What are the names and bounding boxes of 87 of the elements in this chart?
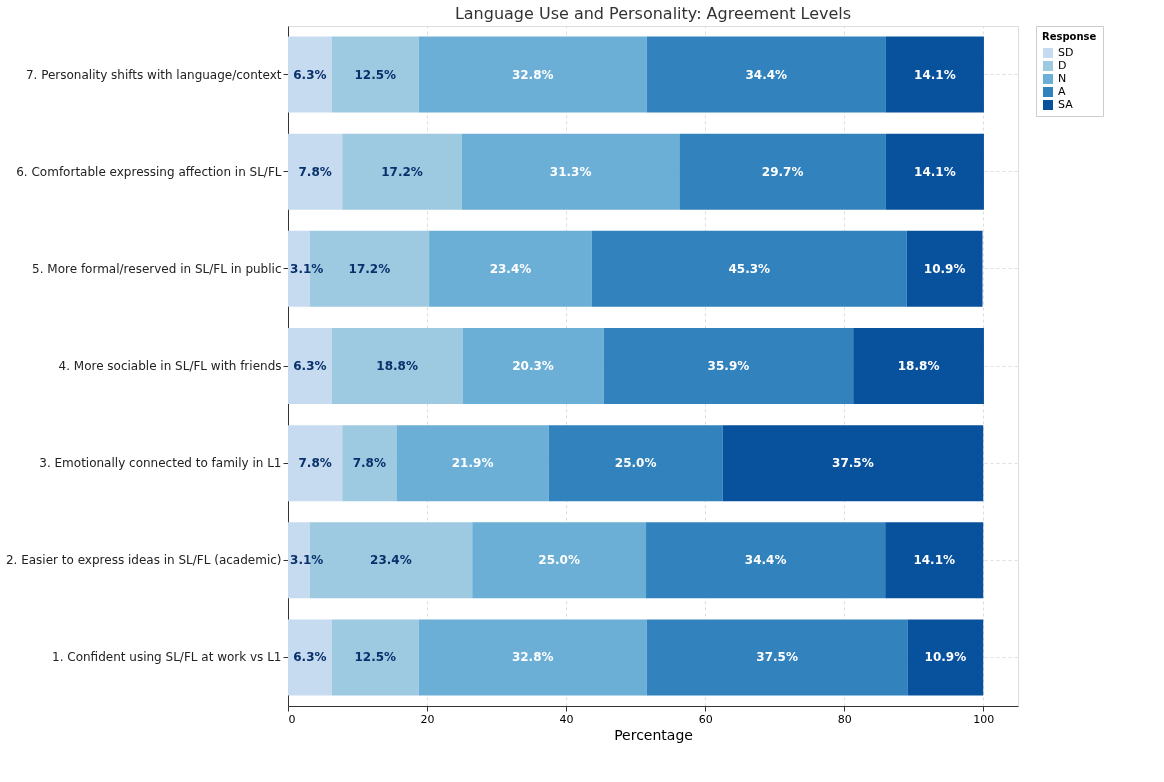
data-label: 37.5% [756,650,798,665]
x-tick-label: 100 [973,712,995,726]
data-label: 12.5% [354,650,397,665]
bar [885,36,984,113]
bar [646,522,886,599]
legend-label: N [1058,72,1067,85]
bar [646,619,908,696]
bar [722,425,984,502]
bar [418,36,647,113]
data-label: 20.3% [512,359,554,373]
y-tick-label: 2. Easier to express ideas in SL/FL (academic) [5,553,282,568]
bar [396,425,549,502]
data-label: 21.9% [451,456,494,471]
data-label: 3.1% [290,553,324,568]
bar [418,619,647,696]
data-label: 10.9% [923,261,966,276]
data-label: 10.9% [924,650,967,665]
bar [331,36,419,113]
y-tick-label: 3. Emotionally connected to family in L1 [39,456,282,471]
data-label: 25.0% [538,553,580,568]
y-tick-label: 6. Comfortable expressing affection in SL/FL [16,164,282,179]
bar [288,133,343,210]
y-tick-label: 5. More formal/reserved in SL/FL in public [32,261,282,276]
bar [885,133,984,210]
legend-label: A [1058,85,1066,98]
x-tick-label: 80 [837,712,852,726]
y-tick-label: 1. Confident using SL/FL at work vs L1 [52,650,282,665]
bar [462,328,604,404]
data-label: 31.3% [549,164,592,179]
bar [288,36,332,113]
data-label: 12.5% [354,67,397,82]
x-tick-label: 0 [288,712,296,726]
bar [288,425,343,502]
y-tick-label: 7. Personality shifts with language/context [25,67,282,82]
data-label: 14.1% [913,553,956,568]
data-label: 18.8% [376,359,418,373]
data-label: 6.3% [293,650,327,665]
bar [342,133,462,210]
data-label: 14.1% [914,164,956,179]
bar [331,619,419,696]
legend-label: D [1058,59,1067,72]
data-label: 32.8% [511,650,554,665]
data-label: 35.9% [707,359,750,373]
bar [907,619,984,696]
bar [342,425,397,502]
data-label: 7.8% [298,456,332,471]
data-label: 6.3% [293,359,327,373]
data-label: 7.8% [352,456,386,471]
y-tick-label: 4. More sociable in SL/FL with friends [58,359,282,373]
data-label: 3.1% [290,261,324,276]
data-label: 23.4% [370,553,412,568]
bar [461,133,680,210]
bar [548,425,723,502]
bar [472,522,647,599]
legend-label: SD [1058,46,1074,59]
bar [288,328,332,404]
chart-title: Language Use and Personality: Agreement Levels [454,3,852,23]
data-label: 7.8% [298,164,332,179]
bar [429,230,592,307]
data-label: 17.2% [381,164,423,179]
bar [679,133,886,210]
bar [646,36,886,113]
data-label: 18.8% [897,359,940,373]
data-label: 45.3% [728,261,771,276]
x-axis-title: Percentage [614,726,693,743]
data-label: 34.4% [745,67,788,82]
bar [885,522,984,599]
data-label: 14.1% [914,67,956,82]
x-tick-label: 20 [420,712,435,726]
x-tick-label: 60 [698,712,713,726]
bar [591,230,907,307]
bar [853,328,984,404]
legend-title: Response [1042,31,1097,42]
legend-label: SA [1058,98,1074,111]
data-label: 29.7% [761,164,804,179]
data-label: 17.2% [348,261,391,276]
bar [331,328,463,404]
data-label: 34.4% [744,553,787,568]
data-label: 6.3% [293,67,327,82]
data-label: 23.4% [489,261,532,276]
bar [288,619,332,696]
x-tick-label: 40 [559,712,574,726]
data-label: 25.0% [614,456,657,471]
bar [906,230,983,307]
data-label: 37.5% [832,456,874,471]
data-label: 32.8% [511,67,554,82]
bar [603,328,854,404]
